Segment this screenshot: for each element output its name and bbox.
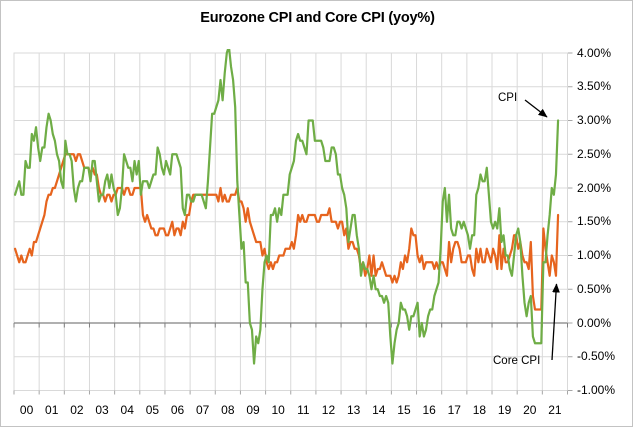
x-tick-label: 20: [523, 403, 537, 417]
x-tick-label: 14: [372, 403, 386, 417]
x-tick-label: 21: [548, 403, 562, 417]
y-tick-label: 4.00%: [577, 45, 612, 60]
y-tick-label: -1.00%: [577, 383, 616, 397]
y-tick-label: 0.00%: [577, 315, 612, 330]
x-tick-label: 18: [472, 403, 487, 417]
x-tick-label: 00: [19, 403, 34, 417]
x-tick-label: 01: [45, 403, 59, 417]
y-tick-label: 2.00%: [577, 180, 612, 195]
x-tick-label: 16: [422, 403, 436, 417]
y-tick-label: -0.50%: [577, 349, 616, 364]
x-tick-label: 06: [170, 403, 185, 417]
core-cpi-series-line: [13, 153, 560, 311]
y-tick-label: 2.50%: [577, 146, 612, 161]
series-group: [13, 49, 560, 365]
x-tick-label: 05: [145, 403, 160, 417]
y-tick-label: 1.50%: [577, 214, 612, 229]
core-cpi-annotation-label: Core CPI: [493, 355, 541, 367]
x-tick-label: 08: [221, 403, 235, 417]
x-tick-label: 03: [95, 403, 109, 417]
x-tick-label: 09: [246, 403, 260, 417]
x-tick-label: 07: [196, 403, 210, 417]
chart-title: Eurozone CPI and Core CPI (yoy%): [200, 10, 435, 26]
cpi-series-line: [13, 49, 560, 365]
x-tick-label: 12: [321, 403, 336, 417]
y-tick-label: 3.50%: [577, 79, 612, 94]
x-tick-label: 11: [297, 403, 310, 417]
y-tick-label: 1.00%: [577, 248, 612, 262]
y-tick-label: 0.50%: [577, 281, 612, 296]
x-tick-label: 02: [70, 403, 84, 417]
core-cpi-annotation-arrow: [551, 283, 560, 361]
x-tick-label: 13: [346, 403, 361, 417]
x-tick-label: 19: [497, 403, 512, 417]
x-tick-label: 15: [397, 403, 411, 417]
cpi-annotation-arrow: [524, 99, 548, 118]
x-tick-label: 17: [447, 403, 461, 417]
y-tick-label: 3.00%: [577, 113, 612, 127]
x-tick-label: 04: [120, 403, 134, 417]
cpi-annotation-label: CPI: [498, 92, 518, 104]
x-tick-label: 10: [271, 403, 285, 417]
